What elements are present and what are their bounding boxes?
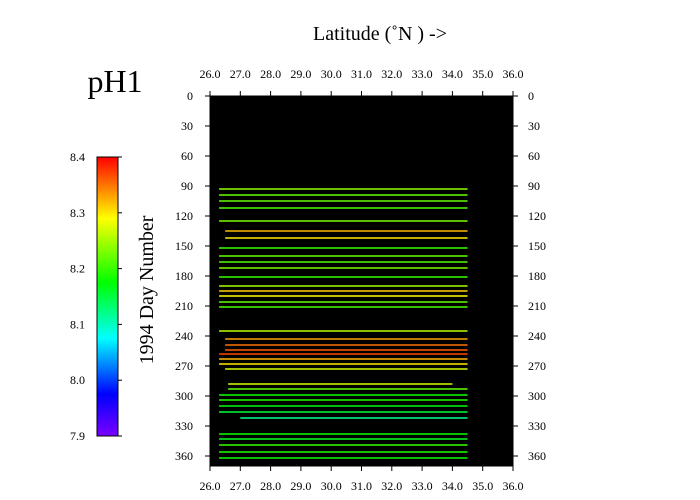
y-tick-label-right: 90 xyxy=(528,179,540,193)
y-tick-label-right: 0 xyxy=(528,89,534,103)
x-tick-label-bottom: 28.0 xyxy=(260,479,281,493)
colorbar-ticks: 8.4 8.3 8.2 8.1 8.0 7.9 xyxy=(70,150,122,443)
y-tick-label-left: 240 xyxy=(175,329,193,343)
data-tracks xyxy=(219,188,468,459)
x-tick-label-bottom: 26.0 xyxy=(200,479,221,493)
x-tick-label-bottom: 32.0 xyxy=(381,479,402,493)
x-tick-label-top: 33.0 xyxy=(412,67,433,81)
x-tick-label-top: 27.0 xyxy=(230,67,251,81)
x-tick-label-top: 34.0 xyxy=(442,67,463,81)
x-tick-label-bottom: 33.0 xyxy=(412,479,433,493)
y-tick-label-left: 210 xyxy=(175,299,193,313)
y-tick-label-right: 180 xyxy=(528,269,546,283)
x-tick-label-top: 28.0 xyxy=(260,67,281,81)
variable-label: pH1 xyxy=(87,63,142,99)
y-tick-label-left: 30 xyxy=(181,119,193,133)
colorbar-tick-label: 8.4 xyxy=(70,150,85,164)
x-tick-label-top: 32.0 xyxy=(381,67,402,81)
y-tick-label-right: 300 xyxy=(528,389,546,403)
y-tick-label-right: 30 xyxy=(528,119,540,133)
x-tick-label-top: 31.0 xyxy=(351,67,372,81)
y-tick-label-left: 150 xyxy=(175,239,193,253)
colorbar-tick-label: 7.9 xyxy=(70,429,85,443)
y-tick-label-right: 270 xyxy=(528,359,546,373)
y-tick-label-right: 330 xyxy=(528,419,546,433)
y-tick-label-right: 150 xyxy=(528,239,546,253)
y-tick-label-left: 60 xyxy=(181,149,193,163)
y-tick-label-left: 300 xyxy=(175,389,193,403)
y-tick-label-left: 360 xyxy=(175,449,193,463)
x-tick-label-top: 36.0 xyxy=(503,67,524,81)
x-tick-label-bottom: 36.0 xyxy=(503,479,524,493)
colorbar-tick-label: 8.0 xyxy=(70,373,85,387)
y-tick-label-left: 0 xyxy=(187,89,193,103)
y-tick-label-left: 120 xyxy=(175,209,193,223)
y-tick-label-left: 330 xyxy=(175,419,193,433)
x-tick-label-bottom: 30.0 xyxy=(321,479,342,493)
y-tick-label-left: 180 xyxy=(175,269,193,283)
x-tick-label-top: 35.0 xyxy=(472,67,493,81)
x-tick-label-bottom: 27.0 xyxy=(230,479,251,493)
x-tick-label-bottom: 29.0 xyxy=(290,479,311,493)
x-tick-label-top: 29.0 xyxy=(290,67,311,81)
y-tick-label-left: 90 xyxy=(181,179,193,193)
x-tick-label-bottom: 31.0 xyxy=(351,479,372,493)
colorbar-tick-label: 8.2 xyxy=(70,262,85,276)
y-tick-label-right: 120 xyxy=(528,209,546,223)
y-tick-label-right: 360 xyxy=(528,449,546,463)
x-tick-label-top: 26.0 xyxy=(200,67,221,81)
x-tick-label-bottom: 34.0 xyxy=(442,479,463,493)
plot-area xyxy=(210,96,513,466)
chart-title: Latitude (˚N ) -> xyxy=(313,23,447,45)
x-tick-label-bottom: 35.0 xyxy=(472,479,493,493)
colorbar-tick-label: 8.3 xyxy=(70,206,85,220)
plot-frame xyxy=(209,95,514,467)
y-tick-label-right: 60 xyxy=(528,149,540,163)
axes: 26.0 26.0 27.0 27.0 28.0 28.0 29.0 29.0 30.0 30.0… xyxy=(175,67,546,493)
colorbar xyxy=(96,156,119,437)
colorbar-tick-label: 8.1 xyxy=(70,317,85,331)
x-tick-label-top: 30.0 xyxy=(321,67,342,81)
y-axis-label: 1994 Day Number xyxy=(136,215,158,364)
y-tick-label-left: 270 xyxy=(175,359,193,373)
y-tick-label-right: 210 xyxy=(528,299,546,313)
y-tick-label-right: 240 xyxy=(528,329,546,343)
